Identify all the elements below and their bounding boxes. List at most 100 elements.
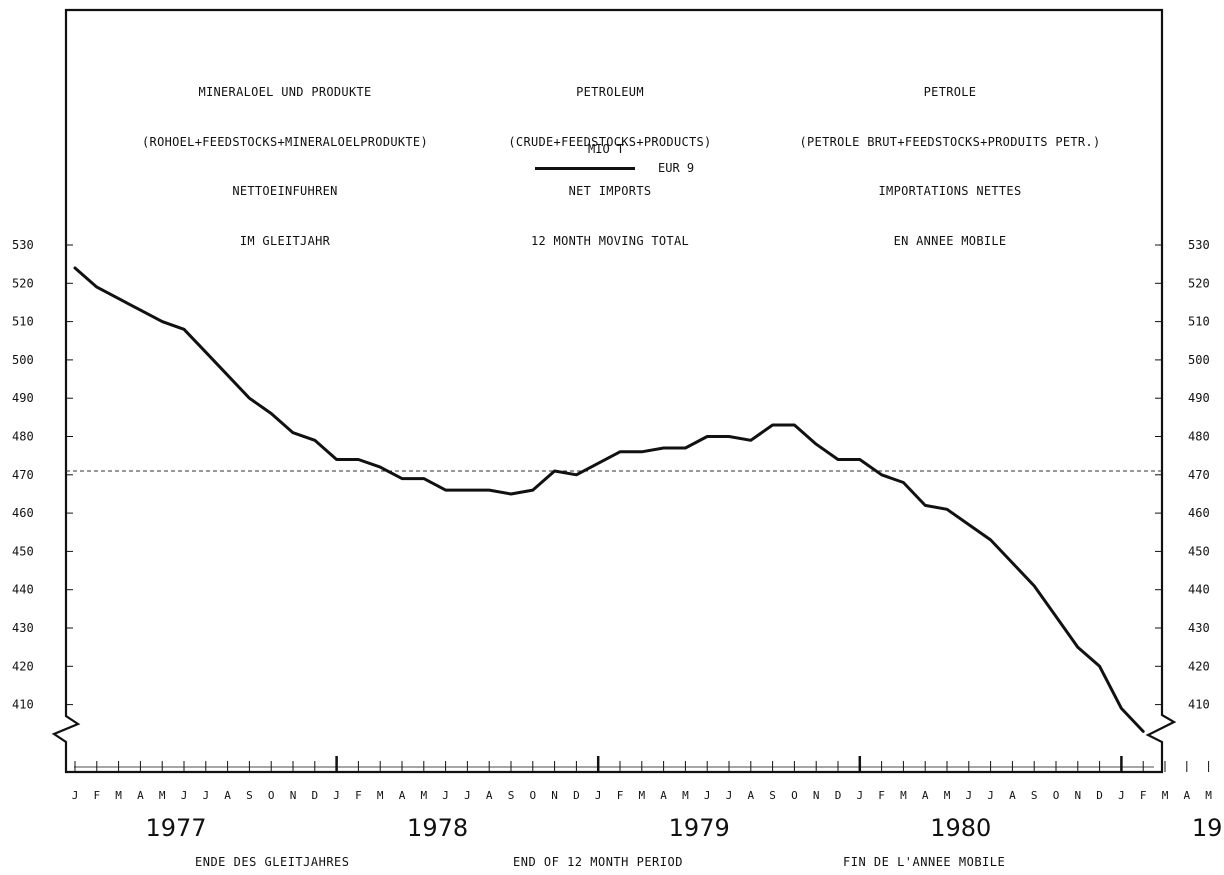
x-tick-label-month: S <box>508 789 515 802</box>
x-tick-label-month: D <box>311 789 318 802</box>
header-english-line-4: 12 MONTH MOVING TOTAL <box>530 233 690 248</box>
x-tick-label-month: J <box>856 789 863 802</box>
x-tick-label-month: M <box>115 789 122 802</box>
x-tick-label-month: M <box>944 789 951 802</box>
x-year-label: 1981 <box>1192 814 1224 842</box>
x-tick-label-month: M <box>682 789 689 802</box>
x-tick-label-month: A <box>224 789 231 802</box>
x-tick-label-month: A <box>1183 789 1190 802</box>
y-tick-label-right: 460 <box>1188 506 1210 520</box>
y-tick-label-left: 470 <box>12 468 34 482</box>
y-tick-label-left: 410 <box>12 698 34 712</box>
x-tick-label-month: J <box>202 789 209 802</box>
y-tick-label-right: 410 <box>1188 698 1210 712</box>
x-tick-label-month: M <box>1205 789 1212 802</box>
x-tick-label-month: M <box>420 789 427 802</box>
x-tick-label-month: J <box>595 789 602 802</box>
y-tick-label-left: 530 <box>12 238 34 252</box>
footer-german: ENDE DES GLEITJAHRES <box>195 855 350 869</box>
x-tick-label-month: J <box>987 789 994 802</box>
header-german-line-3: NETTOEINFUHREN <box>232 184 338 198</box>
x-tick-label-month: N <box>1074 789 1081 802</box>
x-tick-label-month: A <box>660 789 667 802</box>
header-french-line-3: IMPORTATIONS NETTES <box>878 184 1022 198</box>
y-tick-label-left: 430 <box>12 621 34 635</box>
x-tick-label-month: A <box>747 789 754 802</box>
x-year-label: 1978 <box>407 814 468 842</box>
y-tick-label-left: 460 <box>12 506 34 520</box>
y-tick-label-left: 440 <box>12 583 34 597</box>
y-tick-label-right: 520 <box>1188 276 1210 290</box>
y-tick-label-left: 450 <box>12 544 34 558</box>
x-tick-label-month: J <box>464 789 471 802</box>
x-tick-label-month: D <box>573 789 580 802</box>
x-tick-label-month: J <box>333 789 340 802</box>
x-tick-label-month: A <box>399 789 406 802</box>
footer-english: END OF 12 MONTH PERIOD <box>513 855 683 869</box>
header-french-line-4: EN ANNEE MOBILE <box>893 233 1007 248</box>
header-french: PETROLE (PETROLE BRUT+FEEDSTOCKS+PRODUIT… <box>760 51 1140 266</box>
x-tick-label-month: S <box>246 789 253 802</box>
x-tick-label-month: D <box>835 789 842 802</box>
x-tick-label-month: J <box>442 789 449 802</box>
x-tick-label-month: O <box>268 789 275 802</box>
x-tick-label-month: S <box>1031 789 1038 802</box>
x-tick-label-month: D <box>1096 789 1103 802</box>
header-german-line-2: (ROHOEL+FEEDSTOCKS+MINERALOELPRODUKTE) <box>142 134 428 149</box>
x-tick-label-month: M <box>638 789 645 802</box>
series-line-eur9 <box>73 266 1145 733</box>
x-year-label: 1977 <box>145 814 206 842</box>
x-tick-label-month: F <box>1140 789 1147 802</box>
x-tick-label-month: J <box>965 789 972 802</box>
y-tick-label-left: 480 <box>12 430 34 444</box>
x-tick-label-month: A <box>922 789 929 802</box>
x-tick-label-month: A <box>1009 789 1016 802</box>
y-tick-label-right: 530 <box>1188 238 1210 252</box>
x-year-label: 1980 <box>930 814 991 842</box>
y-tick-label-right: 500 <box>1188 353 1210 367</box>
header-english: PETROLEUM (CRUDE+FEEDSTOCKS+PRODUCTS) NE… <box>460 51 760 266</box>
header-german-line-1: MINERALOEL UND PRODUKTE <box>198 85 372 99</box>
y-tick-label-right: 440 <box>1188 583 1210 597</box>
footer-french: FIN DE L'ANNEE MOBILE <box>843 855 1006 869</box>
y-tick-label-right: 510 <box>1188 315 1210 329</box>
x-tick-label-month: N <box>290 789 297 802</box>
y-tick-label-left: 520 <box>12 276 34 290</box>
x-tick-label-month: O <box>1053 789 1060 802</box>
header-english-line-2: (CRUDE+FEEDSTOCKS+PRODUCTS) <box>508 134 712 149</box>
x-tick-label-month: F <box>93 789 100 802</box>
header-english-line-1: PETROLEUM <box>576 85 644 99</box>
plot-frame <box>51 8 1177 774</box>
x-tick-label-month: J <box>1118 789 1125 802</box>
x-tick-label-month: N <box>551 789 558 802</box>
x-tick-label-month: J <box>704 789 711 802</box>
legend-unit: MIO T <box>588 142 625 156</box>
y-tick-label-right: 480 <box>1188 430 1210 444</box>
x-tick-label-month: M <box>1162 789 1169 802</box>
x-year-label: 1979 <box>669 814 730 842</box>
header-french-line-2: (PETROLE BRUT+FEEDSTOCKS+PRODUITS PETR.) <box>799 134 1101 149</box>
x-tick-label-month: J <box>726 789 733 802</box>
x-tick-label-month: S <box>769 789 776 802</box>
y-tick-label-right: 430 <box>1188 621 1210 635</box>
header-english-line-3: NET IMPORTS <box>568 184 652 198</box>
x-tick-label-month: A <box>137 789 144 802</box>
x-tick-label-month: A <box>486 789 493 802</box>
header-french-line-1: PETROLE <box>923 85 977 99</box>
x-tick-label-month: O <box>529 789 536 802</box>
y-tick-label-right: 420 <box>1188 659 1210 673</box>
y-tick-label-left: 500 <box>12 353 34 367</box>
y-tick-label-left: 420 <box>12 659 34 673</box>
x-tick-label-month: F <box>878 789 885 802</box>
header-german: MINERALOEL UND PRODUKTE (ROHOEL+FEEDSTOC… <box>95 51 475 266</box>
x-tick-label-month: M <box>900 789 907 802</box>
x-tick-label-month: M <box>377 789 384 802</box>
legend-series-name: EUR 9 <box>658 161 695 175</box>
x-tick-label-month: J <box>72 789 79 802</box>
y-tick-label-right: 450 <box>1188 544 1210 558</box>
y-tick-label-left: 510 <box>12 315 34 329</box>
x-tick-label-month: F <box>355 789 362 802</box>
x-tick-label-month: J <box>181 789 188 802</box>
y-tick-label-right: 490 <box>1188 391 1210 405</box>
